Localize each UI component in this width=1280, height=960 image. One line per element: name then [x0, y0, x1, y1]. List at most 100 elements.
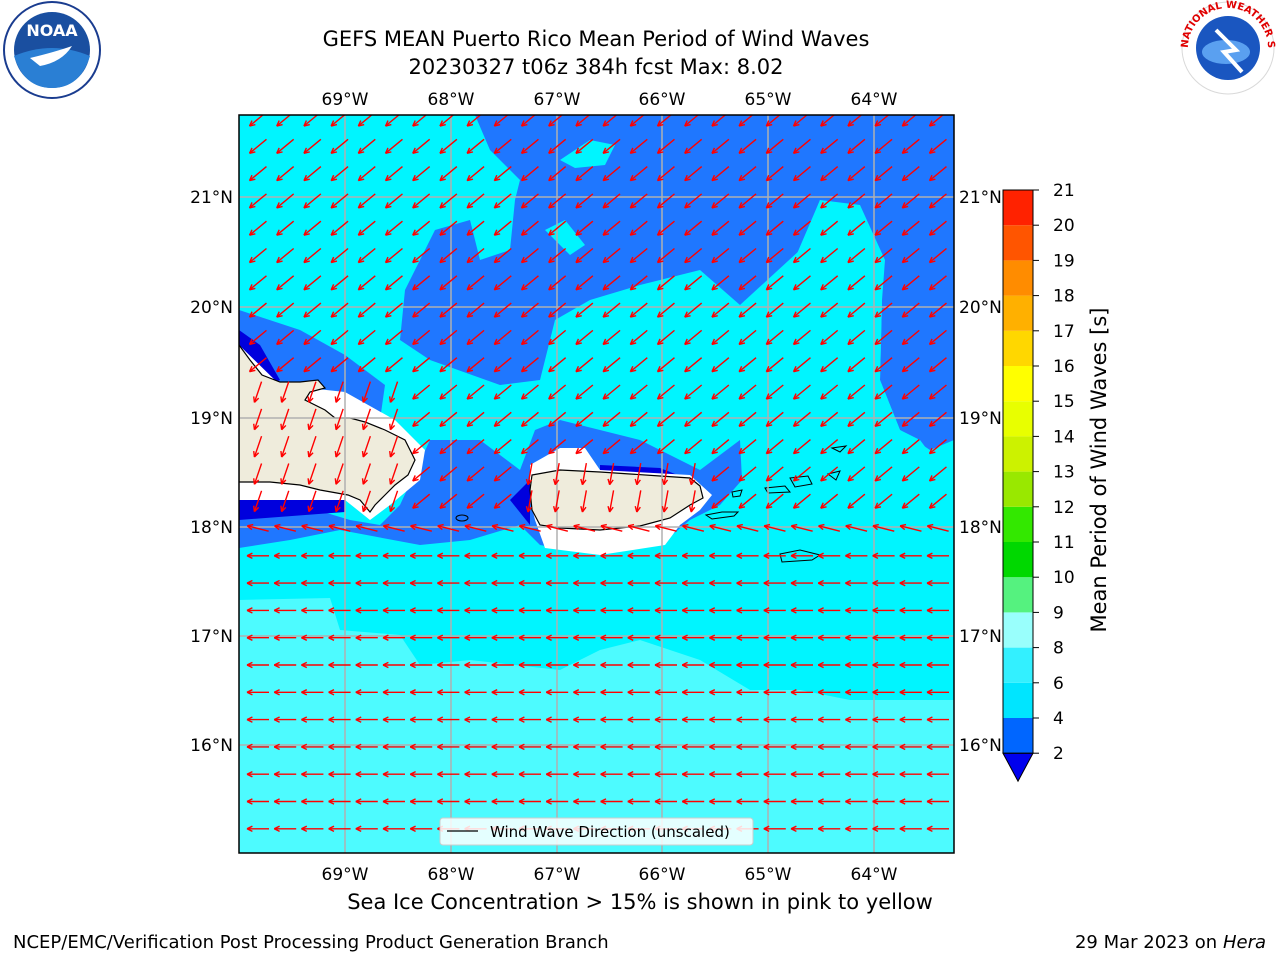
wave-arrowhead: [412, 202, 419, 209]
wave-arrow: [253, 463, 263, 485]
wave-arrowhead: [545, 634, 552, 641]
wave-arrowhead: [957, 175, 963, 180]
wave-arrow: [684, 115, 700, 127]
wave-arrowhead: [246, 716, 253, 723]
wave-arrowhead: [684, 338, 691, 346]
wave-arrowhead: [899, 770, 906, 778]
colorbar-segment: [1003, 612, 1033, 648]
lon-label-bottom: 64°W: [851, 865, 898, 885]
wave-arrow: [439, 493, 458, 509]
wave-arrowhead: [355, 579, 362, 587]
wave-arrow: [330, 115, 346, 127]
wave-arrow: [901, 411, 920, 427]
wave-arrowhead: [820, 311, 827, 318]
wave-arrowhead: [466, 393, 474, 400]
wave-arrowhead: [437, 661, 444, 669]
wave-arrowhead: [355, 552, 362, 560]
wave-arrowhead: [790, 523, 798, 531]
wave-arrowhead: [656, 393, 664, 400]
wave-arrowhead: [307, 505, 314, 513]
wave-arrow: [527, 462, 533, 485]
wave-arrow: [657, 357, 675, 373]
wave-arrow: [899, 525, 922, 532]
lon-label-top: 68°W: [428, 90, 475, 110]
wave-arrowhead: [654, 634, 661, 641]
wave-arrow: [466, 493, 485, 509]
wave-arrow: [765, 439, 784, 455]
wave-arrowhead: [246, 661, 253, 669]
wave-arrowhead: [627, 798, 634, 805]
wave-arrowhead: [901, 256, 909, 264]
wave-arrow: [575, 357, 594, 373]
wave-arrowhead: [548, 447, 555, 455]
wave-arrowhead: [439, 420, 446, 427]
wave-arrowhead: [765, 120, 773, 127]
wave-arrowhead: [899, 579, 906, 587]
wave-arrowhead: [575, 447, 582, 455]
wave-arrow: [357, 275, 376, 291]
wave-arrow: [412, 220, 431, 236]
wave-arrowhead: [253, 423, 260, 431]
wave-arrowhead: [847, 365, 854, 373]
wave-arrow: [738, 439, 757, 455]
wave-arrowhead: [600, 689, 607, 696]
wave-arrow: [466, 115, 482, 127]
wave-arrowhead: [248, 174, 256, 182]
wave-arrow: [493, 329, 512, 345]
wave-arrowhead: [792, 284, 800, 291]
wave-arrow: [901, 493, 920, 509]
wave-arrowhead: [437, 798, 444, 805]
wave-arrowhead: [820, 338, 827, 346]
wave-arrowhead: [246, 743, 253, 751]
wave-arrow: [357, 329, 376, 345]
wave-arrowhead: [412, 475, 419, 482]
wave-arrowhead: [957, 448, 963, 453]
wave-arrow: [602, 411, 621, 427]
wave-arrowhead: [439, 365, 446, 373]
wave-arrow: [328, 525, 351, 532]
wave-arrowhead: [928, 229, 936, 236]
sea-ice-note: Sea Ice Concentration > 15% is shown in …: [347, 890, 933, 914]
wave-arrow: [901, 384, 920, 400]
wave-arrow: [249, 193, 267, 209]
wave-arrow: [690, 490, 696, 513]
wave-arrowhead: [361, 396, 368, 403]
wave-arrowhead: [575, 147, 582, 154]
wave-arrow: [901, 166, 920, 182]
wave-arrowhead: [276, 202, 283, 209]
wave-arrowhead: [491, 770, 498, 778]
wave-arrow: [929, 384, 947, 400]
wave-arrowhead: [548, 120, 555, 127]
wave-arrowhead: [276, 311, 283, 318]
wave-arrow: [303, 138, 322, 154]
wave-arrowhead: [246, 798, 253, 805]
wave-arrowhead: [384, 338, 392, 346]
wave-arrowhead: [355, 716, 362, 723]
wave-arrow: [847, 247, 866, 264]
wave-arrow: [629, 193, 648, 209]
wave-arrowhead: [899, 825, 906, 833]
wave-arrowhead: [629, 147, 637, 154]
wave-arrow: [575, 115, 591, 127]
wave-arrowhead: [765, 502, 773, 509]
colorbar-segment: [1003, 718, 1033, 754]
wave-arrowhead: [518, 716, 525, 723]
wave-arrowhead: [957, 366, 963, 371]
wave-arrowhead: [681, 607, 688, 614]
wave-arrowhead: [874, 420, 882, 427]
wave-arrow: [493, 220, 512, 236]
wave-arrow: [412, 302, 431, 318]
wave-arrowhead: [709, 770, 716, 778]
wave-arrowhead: [711, 120, 718, 127]
wave-arrowhead: [792, 475, 800, 482]
wave-arrowhead: [847, 147, 854, 154]
wave-arrowhead: [280, 505, 287, 513]
wave-arrowhead: [763, 743, 770, 751]
colorbar-segment: [1003, 436, 1033, 472]
wave-arrowhead: [926, 523, 934, 531]
wave-arrowhead: [953, 773, 954, 775]
wave-arrowhead: [253, 505, 260, 513]
wave-arrow: [581, 490, 588, 513]
wave-arrowhead: [607, 506, 614, 513]
wave-arrow: [493, 466, 512, 482]
